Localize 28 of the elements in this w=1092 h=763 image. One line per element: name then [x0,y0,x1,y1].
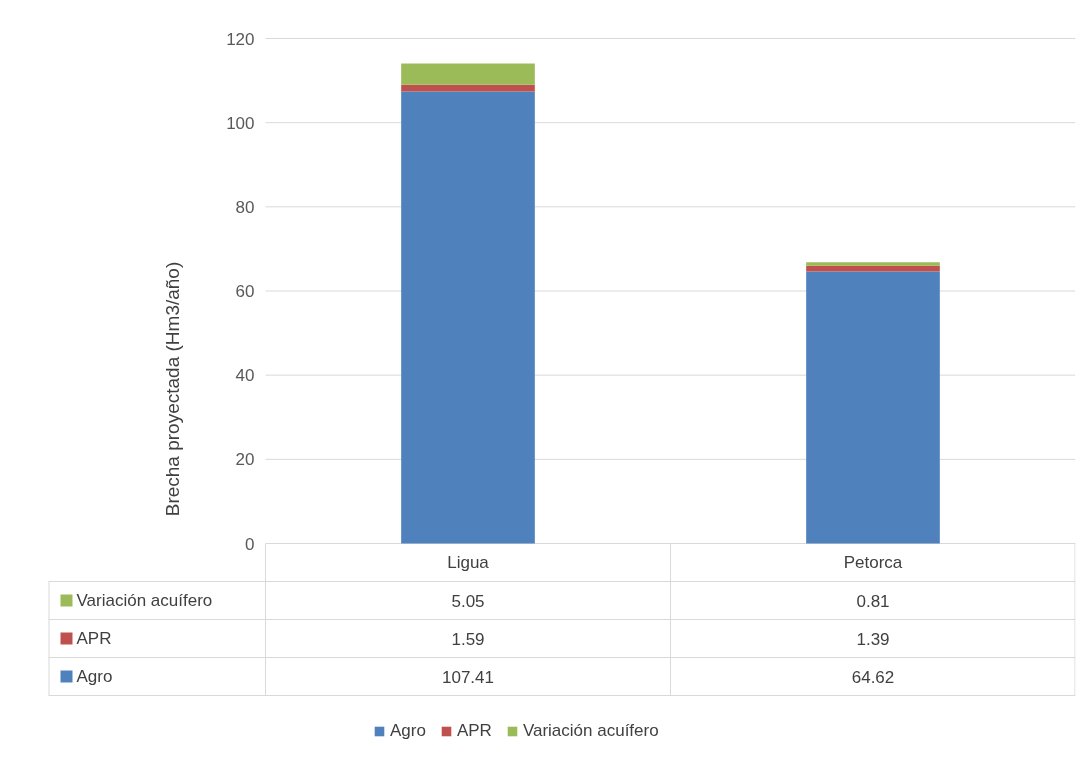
bar [806,265,940,272]
text: Agro [76,667,113,686]
y-axis-title: Brecha proyectada (Hm3/año) [162,261,184,517]
data-label: 5.05 [451,591,485,611]
x-tick-label: Ligua [447,553,490,572]
y-tick-label: 40 [235,366,255,386]
data-label: 1.59 [451,629,485,649]
data-label: 64.62 [851,667,895,687]
y-tick-label: 60 [235,282,255,301]
bar [401,84,535,92]
text: APR [76,629,112,648]
y-tick-label: 20 [235,450,255,470]
legend-label: APR [456,721,492,741]
bar [401,91,535,544]
legend-label: Variación acuífero [76,591,213,610]
y-tick-label: 120 [226,29,255,49]
y-tick-label: 100 [226,113,255,133]
y-tick-label: 0 [245,534,255,554]
bar [401,63,535,85]
y-tick-label: 80 [235,197,255,217]
data-label: 1.39 [856,629,890,649]
data-label: 0.81 [856,591,890,611]
data-label: 107.41 [442,667,494,687]
bar [806,262,940,266]
text: Variación acuífero [522,721,659,740]
x-tick-label: Petorca [843,553,903,572]
legend-label: Agro [390,721,426,741]
bar [806,271,940,544]
